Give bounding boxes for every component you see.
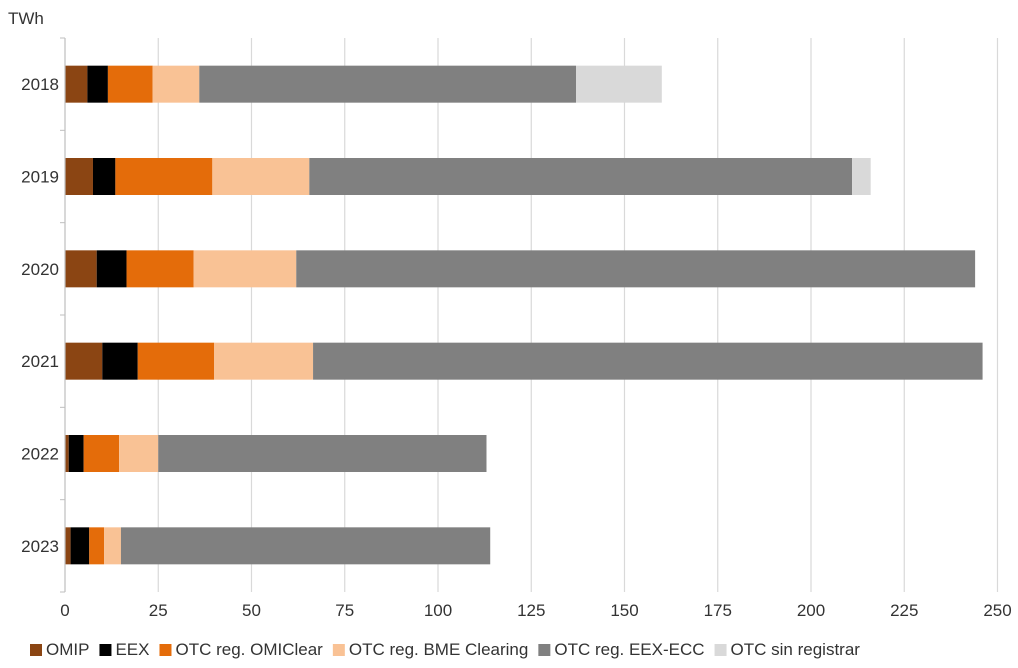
bar-segment: [104, 527, 121, 565]
axes: 0 25 50 75 100 125 150 175 200 225 250 2018 2019 2020…: [21, 37, 1012, 620]
bar-segment: [70, 527, 90, 565]
legend-swatch: [159, 644, 172, 656]
x-tick-label: 125: [517, 601, 545, 620]
bar-segment: [68, 435, 84, 472]
x-tick-label: 50: [242, 601, 261, 620]
bar-segment: [309, 158, 853, 195]
legend-label: OTC reg. EEX-ECC: [554, 640, 704, 659]
bar-segment: [193, 250, 297, 288]
bar-segment: [65, 65, 88, 103]
legend-swatch: [714, 644, 727, 656]
legend-swatch: [332, 644, 345, 656]
bars: [65, 65, 983, 565]
y-tick-label: 2018: [21, 75, 59, 94]
x-tick-label: 0: [60, 601, 69, 620]
x-tick-label: 175: [704, 601, 732, 620]
legend-swatch: [30, 644, 42, 656]
bar-segment: [313, 342, 983, 380]
x-tick-label: 75: [335, 601, 354, 620]
bar-segment: [126, 250, 194, 288]
bar-segment: [65, 435, 69, 472]
y-tick-label: 2021: [21, 352, 59, 371]
bar-segment: [65, 250, 97, 288]
bar-segment: [199, 65, 577, 103]
bar-segment: [296, 250, 976, 288]
y-tick-label: 2023: [21, 537, 59, 556]
legend-swatch: [538, 644, 551, 656]
legend-label: OTC reg. BME Clearing: [349, 640, 529, 659]
bar-segment: [212, 158, 310, 195]
bar-segment: [152, 65, 200, 103]
x-tick-label: 250: [983, 601, 1011, 620]
unit-label: TWh: [8, 9, 44, 28]
bar-segment: [158, 435, 487, 472]
x-tick-label: 100: [424, 601, 452, 620]
bar-segment: [65, 342, 103, 380]
bar-segment: [119, 435, 159, 472]
bar-segment: [96, 250, 127, 288]
bar-segment: [115, 158, 213, 195]
bar-segment: [102, 342, 138, 380]
bar-segment: [576, 65, 662, 103]
bar-segment: [214, 342, 314, 380]
x-tick-label: 25: [149, 601, 168, 620]
grid-lines: [157, 38, 999, 592]
x-tick-label: 200: [797, 601, 825, 620]
bar-segment: [65, 527, 71, 565]
x-tick-label: 225: [890, 601, 918, 620]
x-tick-label: 150: [610, 601, 638, 620]
bar-segment: [83, 435, 120, 472]
y-tick-label: 2022: [21, 445, 59, 464]
bar-segment: [65, 158, 93, 195]
y-tick-label: 2019: [21, 168, 59, 187]
bar-segment: [92, 158, 116, 195]
y-tick-label: 2020: [21, 260, 59, 279]
legend-label: OTC reg. OMIClear: [175, 640, 323, 659]
legend: OMIP EEX OTC reg. OMIClear OTC reg. BME Cle…: [30, 640, 860, 659]
bar-segment: [89, 527, 105, 565]
bar-segment: [87, 65, 108, 103]
bar-segment: [120, 527, 491, 565]
legend-label: OMIP: [46, 640, 89, 659]
bar-segment: [137, 342, 215, 380]
legend-label: EEX: [115, 640, 149, 659]
legend-swatch: [99, 644, 112, 656]
bar-segment: [107, 65, 153, 103]
bar-segment: [852, 158, 871, 195]
legend-label: OTC sin registrar: [731, 640, 861, 659]
